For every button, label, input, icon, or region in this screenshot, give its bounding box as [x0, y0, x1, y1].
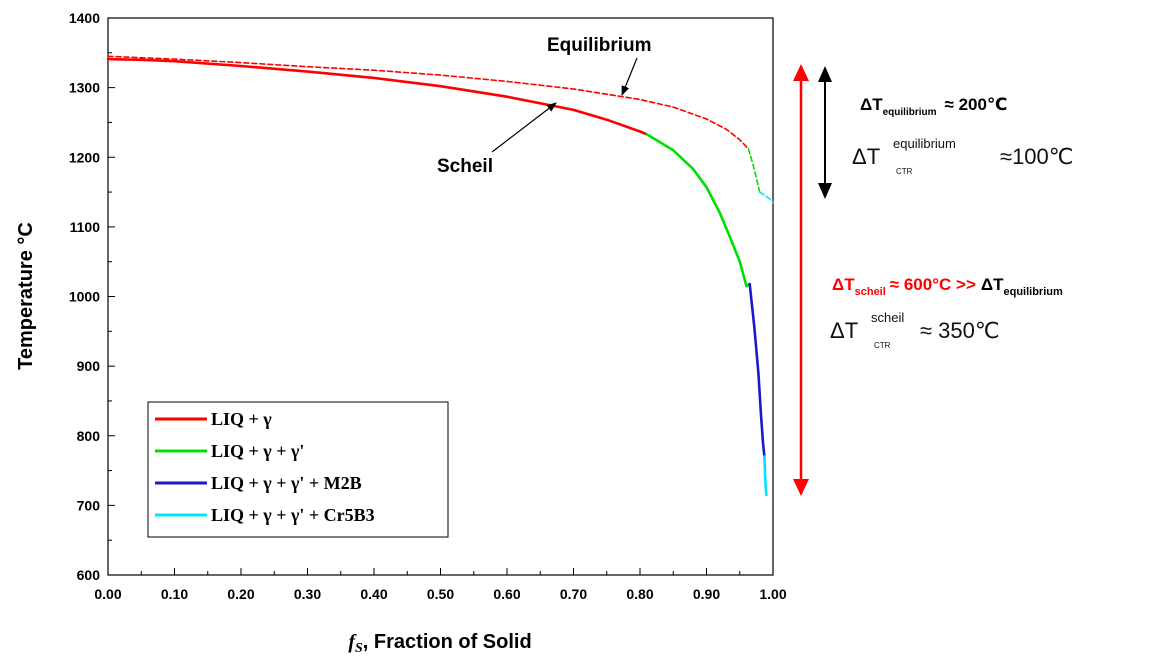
y-tick-label: 1400: [69, 10, 100, 26]
scheil-pointer-arrow: [491, 102, 557, 153]
scheil-curve-segment: [106, 57, 649, 136]
equilibrium-curve-segment: [107, 55, 750, 150]
legend-label: LIQ + γ: [211, 409, 272, 429]
delta-t-equilibrium-text: ΔTequilibrium ≈ 200℃: [860, 95, 1008, 118]
delta-t-ctr-equilibrium-text: ΔT: [852, 144, 880, 169]
x-tick-label: 1.00: [759, 586, 786, 602]
x-axis-label-text: Fraction of Solid: [374, 631, 532, 653]
x-tick-label: 0.60: [493, 586, 520, 602]
y-axis: 600 700 800 900 1000 1100 1200 1300 1400: [69, 10, 115, 583]
y-tick-label: 1200: [69, 149, 100, 165]
scheil-curve-segment: [748, 282, 766, 458]
x-tick-label: 0.30: [294, 586, 321, 602]
y-tick-label: 700: [77, 497, 101, 513]
y-tick-label: 1000: [69, 289, 100, 305]
delta-t-equilibrium-arrow: [818, 66, 832, 199]
y-axis-title: Temperature °C: [15, 222, 37, 370]
x-tick-label: 0.50: [427, 586, 454, 602]
legend: LIQ + γ LIQ + γ + γ' LIQ + γ + γ' + M2B LIQ…: [147, 401, 449, 538]
delta-t-ctr-scheil-value: ≈ 350℃: [920, 318, 1000, 343]
legend-label: LIQ + γ + γ': [211, 441, 304, 461]
y-tick-label: 900: [77, 358, 101, 374]
x-axis-symbol-sub: S: [355, 641, 363, 656]
x-tick-label: 0.40: [360, 586, 387, 602]
legend-label: LIQ + γ + γ' + M2B: [211, 473, 362, 493]
y-tick-label: 800: [77, 428, 101, 444]
delta-t-ctr-equilibrium-sup: equilibrium: [893, 136, 956, 151]
x-tick-label: 0.90: [693, 586, 720, 602]
delta-t-ctr-equilibrium-value: ≈100℃: [1000, 144, 1074, 169]
equilibrium-curve-segment: [758, 191, 774, 204]
series-layer: [106, 55, 774, 497]
y-tick-label: 600: [77, 567, 101, 583]
legend-label: LIQ + γ + γ' + Cr5B3: [211, 505, 375, 525]
delta-t-scheil-text: ΔTscheil ≈ 600°C >> ΔTequilibrium: [832, 275, 1063, 298]
delta-t-ctr-scheil-sub: CTR: [874, 341, 891, 350]
delta-t-ctr-scheil-sup: scheil: [871, 310, 904, 325]
x-tick-label: 0.70: [560, 586, 587, 602]
y-tick-label: 1100: [70, 219, 101, 235]
delta-t-ctr-scheil-text: ΔT: [830, 318, 858, 343]
equilibrium-pointer-arrow: [621, 57, 638, 96]
equilibrium-curve-segment: [747, 148, 761, 193]
x-tick-label: 0.80: [626, 586, 653, 602]
x-axis-symbol: f: [348, 631, 357, 653]
x-axis: 0.00 0.10 0.20 0.30 0.40 0.50 0.60 0.70 0.80 0.90…: [94, 568, 787, 602]
scheil-curve-segment: [763, 455, 768, 497]
x-tick-label: 0.10: [161, 586, 188, 602]
scheil-label: Scheil: [437, 156, 493, 177]
x-tick-label: 0.00: [94, 586, 121, 602]
scheil-curve-segment: [645, 133, 752, 288]
x-axis-title: fS, Fraction of Solid: [348, 631, 531, 656]
delta-t-ctr-equilibrium-sub: CTR: [896, 167, 913, 176]
delta-t-scheil-arrow: [793, 64, 809, 496]
y-tick-label: 1300: [69, 80, 100, 96]
equilibrium-label: Equilibrium: [547, 35, 652, 56]
x-tick-label: 0.20: [227, 586, 254, 602]
